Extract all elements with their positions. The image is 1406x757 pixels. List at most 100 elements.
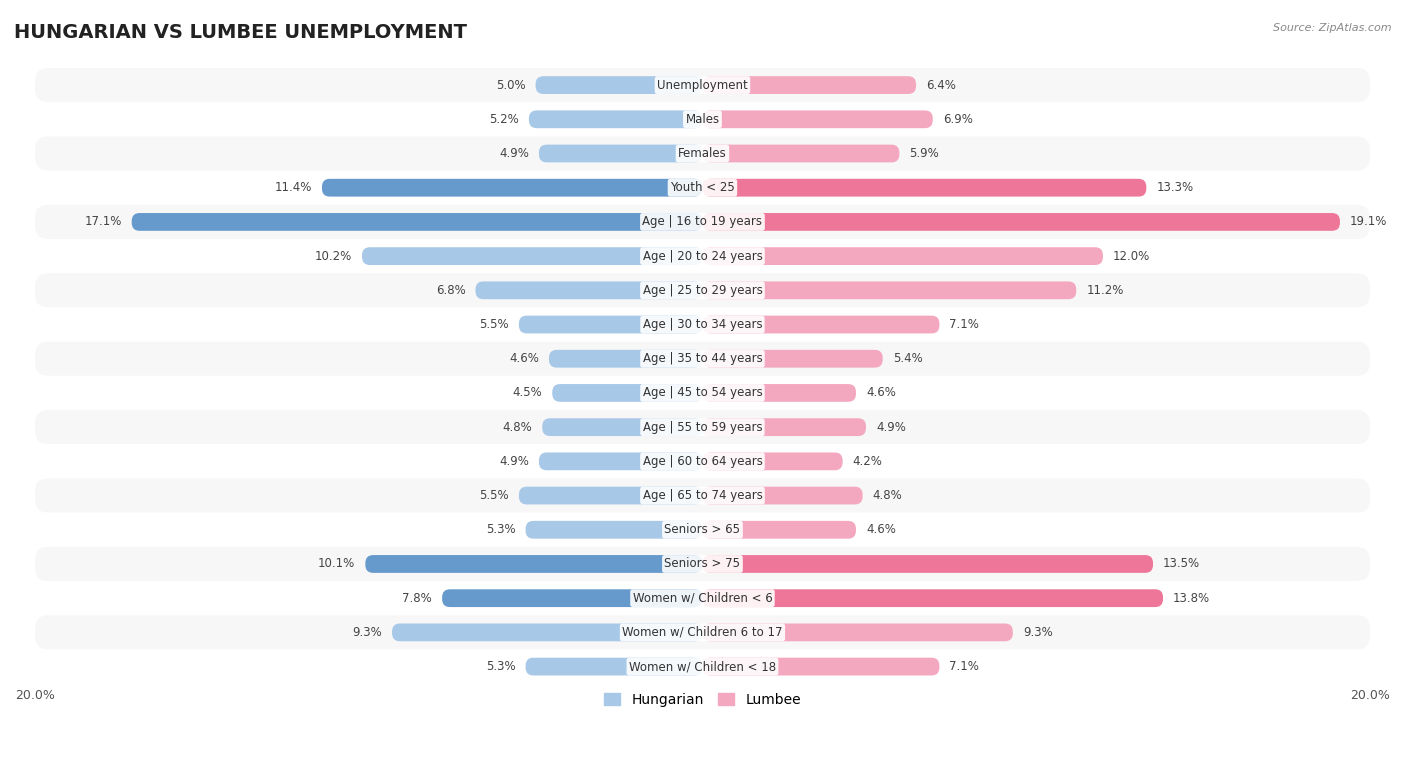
FancyBboxPatch shape — [322, 179, 703, 197]
FancyBboxPatch shape — [703, 453, 842, 470]
FancyBboxPatch shape — [553, 384, 703, 402]
Text: Age | 30 to 34 years: Age | 30 to 34 years — [643, 318, 762, 331]
Text: 4.9%: 4.9% — [499, 147, 529, 160]
Text: Women w/ Children 6 to 17: Women w/ Children 6 to 17 — [623, 626, 783, 639]
FancyBboxPatch shape — [703, 624, 1012, 641]
Text: HUNGARIAN VS LUMBEE UNEMPLOYMENT: HUNGARIAN VS LUMBEE UNEMPLOYMENT — [14, 23, 467, 42]
FancyBboxPatch shape — [441, 589, 703, 607]
FancyBboxPatch shape — [703, 111, 932, 128]
Text: 4.8%: 4.8% — [502, 421, 533, 434]
FancyBboxPatch shape — [703, 350, 883, 368]
Text: Source: ZipAtlas.com: Source: ZipAtlas.com — [1274, 23, 1392, 33]
Text: 4.6%: 4.6% — [509, 352, 538, 365]
Text: Women w/ Children < 6: Women w/ Children < 6 — [633, 592, 772, 605]
FancyBboxPatch shape — [35, 512, 1369, 547]
FancyBboxPatch shape — [538, 145, 703, 163]
Text: 6.9%: 6.9% — [943, 113, 973, 126]
FancyBboxPatch shape — [703, 658, 939, 675]
Text: 11.4%: 11.4% — [274, 181, 312, 195]
FancyBboxPatch shape — [529, 111, 703, 128]
Text: 13.3%: 13.3% — [1156, 181, 1194, 195]
Text: 5.0%: 5.0% — [496, 79, 526, 92]
FancyBboxPatch shape — [703, 487, 863, 504]
Text: 5.5%: 5.5% — [479, 489, 509, 502]
Text: Females: Females — [678, 147, 727, 160]
FancyBboxPatch shape — [35, 615, 1369, 650]
FancyBboxPatch shape — [538, 453, 703, 470]
Text: 4.5%: 4.5% — [513, 386, 543, 400]
Text: 4.2%: 4.2% — [852, 455, 883, 468]
FancyBboxPatch shape — [526, 521, 703, 539]
Text: 4.9%: 4.9% — [499, 455, 529, 468]
FancyBboxPatch shape — [35, 136, 1369, 170]
Text: Age | 35 to 44 years: Age | 35 to 44 years — [643, 352, 762, 365]
Text: Women w/ Children < 18: Women w/ Children < 18 — [628, 660, 776, 673]
Text: 13.8%: 13.8% — [1173, 592, 1211, 605]
FancyBboxPatch shape — [703, 76, 917, 94]
Text: Age | 55 to 59 years: Age | 55 to 59 years — [643, 421, 762, 434]
Text: 4.6%: 4.6% — [866, 386, 896, 400]
FancyBboxPatch shape — [703, 213, 1340, 231]
FancyBboxPatch shape — [35, 547, 1369, 581]
Text: 10.1%: 10.1% — [318, 557, 356, 571]
FancyBboxPatch shape — [703, 521, 856, 539]
FancyBboxPatch shape — [35, 205, 1369, 239]
FancyBboxPatch shape — [35, 239, 1369, 273]
Text: 10.2%: 10.2% — [315, 250, 352, 263]
FancyBboxPatch shape — [35, 650, 1369, 684]
FancyBboxPatch shape — [543, 419, 703, 436]
Text: 9.3%: 9.3% — [353, 626, 382, 639]
FancyBboxPatch shape — [35, 478, 1369, 512]
FancyBboxPatch shape — [361, 248, 703, 265]
Text: Age | 25 to 29 years: Age | 25 to 29 years — [643, 284, 762, 297]
Text: Unemployment: Unemployment — [657, 79, 748, 92]
Text: 5.5%: 5.5% — [479, 318, 509, 331]
Text: 6.4%: 6.4% — [927, 79, 956, 92]
FancyBboxPatch shape — [703, 316, 939, 333]
FancyBboxPatch shape — [703, 179, 1146, 197]
Text: 5.3%: 5.3% — [486, 660, 516, 673]
FancyBboxPatch shape — [35, 410, 1369, 444]
Text: 4.6%: 4.6% — [866, 523, 896, 536]
FancyBboxPatch shape — [475, 282, 703, 299]
Text: Males: Males — [685, 113, 720, 126]
FancyBboxPatch shape — [703, 384, 856, 402]
Text: 7.8%: 7.8% — [402, 592, 432, 605]
Text: 7.1%: 7.1% — [949, 318, 980, 331]
FancyBboxPatch shape — [519, 316, 703, 333]
FancyBboxPatch shape — [703, 555, 1153, 573]
FancyBboxPatch shape — [35, 307, 1369, 341]
FancyBboxPatch shape — [519, 487, 703, 504]
Text: Age | 16 to 19 years: Age | 16 to 19 years — [643, 216, 762, 229]
Text: 12.0%: 12.0% — [1114, 250, 1150, 263]
Text: 17.1%: 17.1% — [84, 216, 122, 229]
FancyBboxPatch shape — [35, 341, 1369, 375]
Text: 19.1%: 19.1% — [1350, 216, 1388, 229]
FancyBboxPatch shape — [703, 419, 866, 436]
Text: 9.3%: 9.3% — [1022, 626, 1053, 639]
Text: 7.1%: 7.1% — [949, 660, 980, 673]
Legend: Hungarian, Lumbee: Hungarian, Lumbee — [596, 686, 808, 714]
FancyBboxPatch shape — [35, 68, 1369, 102]
Text: Seniors > 75: Seniors > 75 — [665, 557, 741, 571]
FancyBboxPatch shape — [132, 213, 703, 231]
Text: 5.2%: 5.2% — [489, 113, 519, 126]
FancyBboxPatch shape — [536, 76, 703, 94]
Text: 4.8%: 4.8% — [873, 489, 903, 502]
Text: Age | 60 to 64 years: Age | 60 to 64 years — [643, 455, 762, 468]
Text: Age | 45 to 54 years: Age | 45 to 54 years — [643, 386, 762, 400]
FancyBboxPatch shape — [703, 589, 1163, 607]
FancyBboxPatch shape — [35, 102, 1369, 136]
Text: Age | 20 to 24 years: Age | 20 to 24 years — [643, 250, 762, 263]
Text: 5.9%: 5.9% — [910, 147, 939, 160]
FancyBboxPatch shape — [548, 350, 703, 368]
FancyBboxPatch shape — [703, 145, 900, 163]
FancyBboxPatch shape — [35, 273, 1369, 307]
FancyBboxPatch shape — [392, 624, 703, 641]
FancyBboxPatch shape — [703, 282, 1076, 299]
FancyBboxPatch shape — [35, 170, 1369, 205]
Text: 13.5%: 13.5% — [1163, 557, 1201, 571]
FancyBboxPatch shape — [526, 658, 703, 675]
Text: 5.3%: 5.3% — [486, 523, 516, 536]
Text: Seniors > 65: Seniors > 65 — [665, 523, 741, 536]
